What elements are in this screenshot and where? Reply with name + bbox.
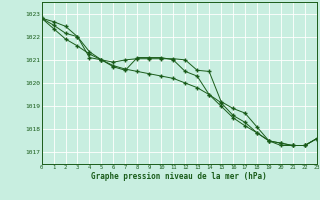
X-axis label: Graphe pression niveau de la mer (hPa): Graphe pression niveau de la mer (hPa) <box>91 172 267 181</box>
